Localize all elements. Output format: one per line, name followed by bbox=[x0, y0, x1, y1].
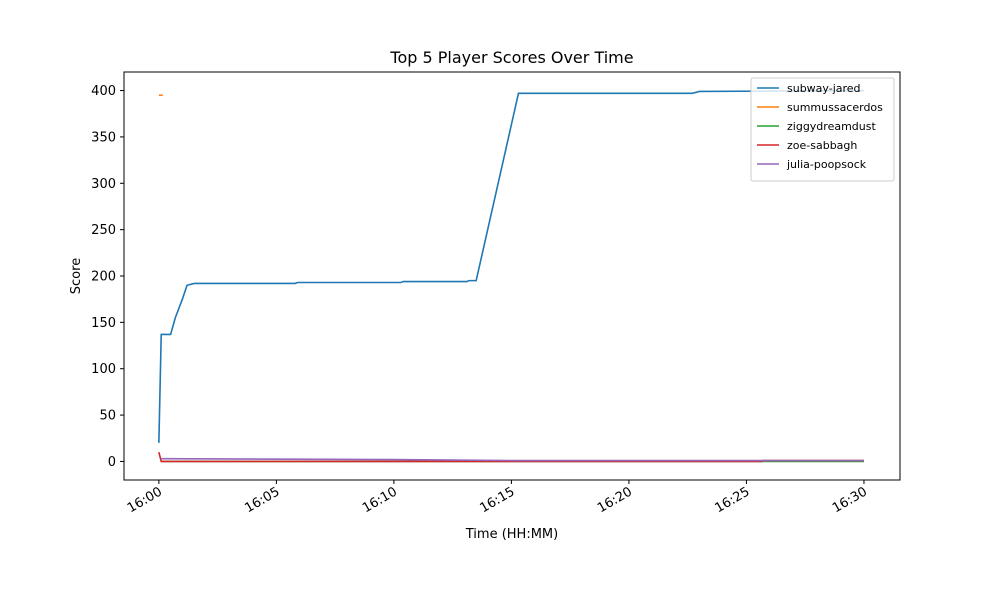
series-line bbox=[161, 457, 864, 462]
y-tick-label: 250 bbox=[91, 223, 116, 238]
chart-title: Top 5 Player Scores Over Time bbox=[389, 48, 633, 67]
y-tick-label: 350 bbox=[91, 130, 116, 145]
y-tick-label: 150 bbox=[91, 316, 116, 331]
legend-label: summussacerdos bbox=[787, 101, 883, 114]
legend-box bbox=[750, 77, 895, 182]
y-tick-label: 300 bbox=[91, 177, 116, 192]
legend-label: julia-poopsock bbox=[786, 158, 867, 171]
legend-label: subway-jared bbox=[787, 82, 861, 95]
y-tick-label: 0 bbox=[108, 455, 116, 470]
legend-label: zoe-sabbagh bbox=[787, 139, 857, 152]
legend: subway-jared summussacerdos ziggydreamdust… bbox=[750, 77, 895, 182]
y-tick-label: 50 bbox=[99, 409, 116, 424]
y-tick-label: 400 bbox=[91, 84, 116, 99]
y-tick-label: 100 bbox=[91, 362, 116, 377]
legend-label: ziggydreamdust bbox=[787, 120, 876, 133]
y-tick-label: 200 bbox=[91, 270, 116, 285]
series-line bbox=[158, 89, 864, 443]
y-axis-label: Score bbox=[69, 258, 84, 294]
x-axis-label: Time (HH:MM) bbox=[465, 527, 558, 542]
